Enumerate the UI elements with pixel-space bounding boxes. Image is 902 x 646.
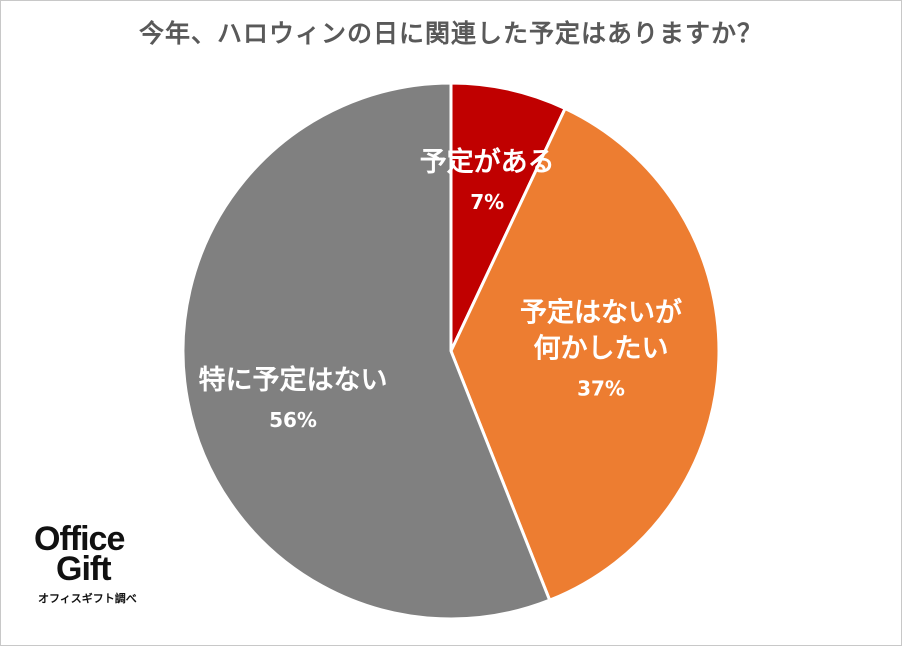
office-gift-logo: Office Gift オフィスギフト調べ	[34, 520, 184, 606]
chart-title: 今年、ハロウィンの日に関連した予定はありますか？	[138, 19, 763, 48]
slice-label-line: 何かしたい	[534, 334, 669, 365]
slice-label-line: 予定はないが	[520, 297, 682, 329]
logo-subtitle: オフィスギフト調べ	[38, 592, 137, 605]
pie-slice-2	[181, 81, 552, 621]
slice-label-0: 予定がある 7%	[420, 146, 555, 214]
slice-value-label: 37%	[577, 377, 625, 401]
slice-value-label: 56%	[269, 408, 317, 432]
slice-label-line: 特に予定はない	[199, 364, 388, 396]
pie-slice-0	[449, 81, 568, 352]
slice-label-1: 予定はないが何かしたい 37%	[520, 297, 682, 401]
slice-value-label: 7%	[470, 190, 504, 214]
pie-slice-1	[449, 106, 721, 603]
slice-label-2: 特に予定はない 56%	[199, 364, 388, 432]
slice-label-line: 予定がある	[420, 146, 555, 178]
logo-line-1: Office	[34, 520, 125, 558]
logo-line-2: Gift	[56, 550, 112, 588]
